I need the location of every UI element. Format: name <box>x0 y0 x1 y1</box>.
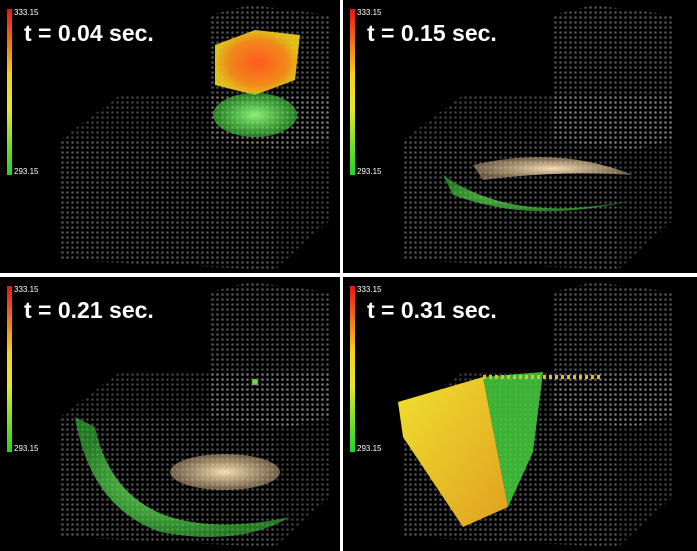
colorbar-max: 333.15 <box>14 8 39 17</box>
colorbar <box>350 9 355 175</box>
colorbar-min: 293.15 <box>14 167 39 176</box>
colorbar-max: 333.15 <box>357 285 382 294</box>
time-label: t = 0.21 sec. <box>24 297 154 323</box>
panel: 333.15 293.15 t = 0.15 sec. <box>343 0 697 273</box>
cool-blob <box>213 93 297 137</box>
panel: 333.15 293.15 t = 0.21 sec. <box>0 277 340 551</box>
panel: 333.15 293.15 t = 0.31 sec. <box>343 277 697 551</box>
colorbar <box>7 286 12 452</box>
panel: 333.15 293.15 t = 0.04 sec. <box>0 0 340 273</box>
colorbar <box>350 286 355 452</box>
colorbar-max: 333.15 <box>357 8 382 17</box>
warm-blob <box>170 454 280 490</box>
colorbar-min: 293.15 <box>357 444 382 453</box>
colorbar <box>7 9 12 175</box>
time-label: t = 0.15 sec. <box>367 20 497 46</box>
tank-front <box>60 140 275 270</box>
spot <box>252 379 258 385</box>
time-label: t = 0.04 sec. <box>24 20 154 46</box>
time-label: t = 0.31 sec. <box>367 297 497 323</box>
colorbar-min: 293.15 <box>357 167 382 176</box>
figure: 333.15 293.15 t = 0.04 sec. 333.15 293.15 t =… <box>0 0 697 551</box>
page: 333.15 293.15 t = 0.04 sec. 333.15 293.15 t =… <box>0 0 697 551</box>
colorbar-max: 333.15 <box>14 285 39 294</box>
colorbar-min: 293.15 <box>14 444 39 453</box>
